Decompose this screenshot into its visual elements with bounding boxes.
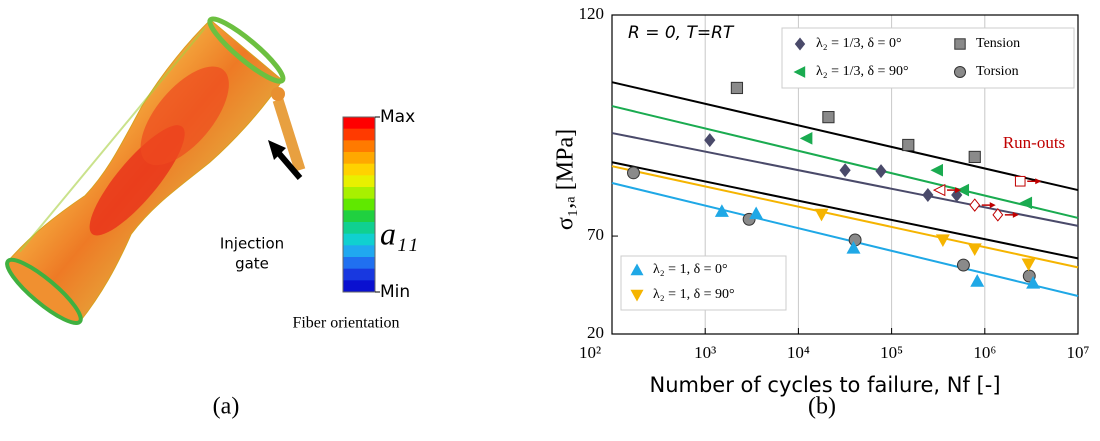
panel-label: (b) [808, 394, 836, 420]
marker [1021, 258, 1036, 272]
fit-line [611, 161, 1079, 260]
annotation: R = 0, T=RT [628, 23, 735, 43]
marker [935, 234, 950, 247]
marker [749, 206, 764, 220]
plot-frame [611, 14, 1079, 335]
runout-arrowhead [1012, 211, 1019, 218]
gate-label: gate [235, 255, 269, 273]
legend-label: Tension [976, 36, 1020, 51]
colorbar-cell [343, 210, 375, 223]
colorbar-cell [343, 268, 375, 281]
colorbar-cell [343, 128, 375, 141]
x-tick-label: 10³ [694, 343, 716, 362]
legend-label: λ₂ = 1, δ = 0° [653, 262, 728, 277]
colorbar-cell [343, 152, 375, 165]
gate-arrowhead [268, 140, 286, 160]
chart: 10² 10³ 10⁴ 10⁵ 10⁶ 10⁷ 20 70 120 Number of cycle… [553, 4, 1090, 397]
marker [846, 241, 861, 254]
marker [930, 163, 943, 177]
fit-line [611, 81, 1079, 192]
marker [627, 166, 640, 180]
marker [967, 243, 982, 256]
y-tick-label: 20 [587, 323, 604, 342]
runout-marker [969, 198, 981, 212]
marker [956, 258, 970, 272]
marker [968, 150, 981, 164]
colorbar-cell [343, 245, 375, 258]
colorbar-cell [343, 257, 375, 270]
runout-marker [992, 208, 1004, 222]
injection-gate [272, 98, 306, 172]
colorbar-cell [343, 233, 375, 246]
marker [822, 111, 835, 124]
colorbar-cell [343, 222, 375, 235]
fit-line [611, 182, 1079, 297]
legend-label: λ₂ = 1, δ = 90° [653, 287, 735, 302]
colorbar-cell [343, 140, 375, 153]
legend-marker [953, 65, 967, 79]
colorbar-cell [343, 280, 375, 293]
gate-label: Injection [220, 235, 284, 253]
colorbar-cell [343, 175, 375, 188]
marker [799, 132, 813, 145]
colorbar-cell [343, 163, 375, 176]
x-tick-label: 10⁵ [880, 343, 903, 362]
colorbar-frame [342, 116, 376, 293]
legend-label: λ₂ = 1/3, δ = 0° [816, 36, 902, 51]
legend-marker [630, 263, 644, 276]
legend-label: Torsion [976, 64, 1019, 79]
marker [875, 164, 887, 179]
legend-box [781, 27, 1075, 89]
specimen [5, 16, 286, 325]
fit-line [611, 132, 1079, 227]
marker [730, 81, 744, 95]
x-tick-label: 10⁴ [787, 343, 810, 362]
marker [1019, 196, 1033, 210]
marker [1026, 276, 1041, 289]
marker [922, 187, 934, 202]
colorbar-cell [343, 198, 375, 211]
marker [902, 138, 915, 152]
y-axis-label: σ₁,ₐ [MPa] [553, 129, 579, 230]
fit-line [611, 105, 1079, 219]
symbol: a₁₁ [380, 215, 418, 251]
marker [714, 204, 729, 217]
marker [956, 183, 970, 197]
runout-arrowhead [955, 187, 962, 194]
x-tick-label: 10² [579, 343, 601, 362]
legend-label: λ₂ = 1/3, δ = 90° [816, 64, 909, 79]
colorbar [342, 116, 380, 293]
caption: Fiber orientation [292, 315, 399, 332]
runout-marker [932, 183, 946, 197]
gate-knob [271, 87, 285, 101]
legend-marker [954, 38, 966, 50]
colorbar-min: Min [380, 282, 410, 302]
runout-label: Run-outs [1003, 133, 1065, 152]
legend-marker [793, 66, 806, 78]
runout-arrowhead [989, 202, 996, 209]
runout-arrowhead [1035, 178, 1042, 185]
marker [970, 274, 985, 287]
y-tick-label: 70 [587, 225, 604, 244]
legend-box [620, 255, 787, 311]
x-tick-label: 10⁷ [1067, 343, 1090, 362]
legend-marker [630, 289, 644, 302]
legend-marker [794, 37, 806, 51]
panel-label: (a) [213, 394, 240, 420]
fit-line [611, 165, 1079, 269]
marker [814, 208, 829, 222]
x-axis-label: Number of cycles to failure, Nf [-] [649, 373, 1000, 397]
marker [704, 133, 716, 148]
colorbar-cell [343, 117, 375, 130]
y-tick-label: 120 [579, 4, 605, 23]
marker [839, 163, 851, 178]
runout-marker [1014, 175, 1026, 187]
colorbar-cell [343, 187, 375, 200]
gate-arrow [273, 148, 303, 180]
x-tick-label: 10⁶ [973, 343, 996, 362]
colorbar-max: Max [380, 107, 415, 127]
